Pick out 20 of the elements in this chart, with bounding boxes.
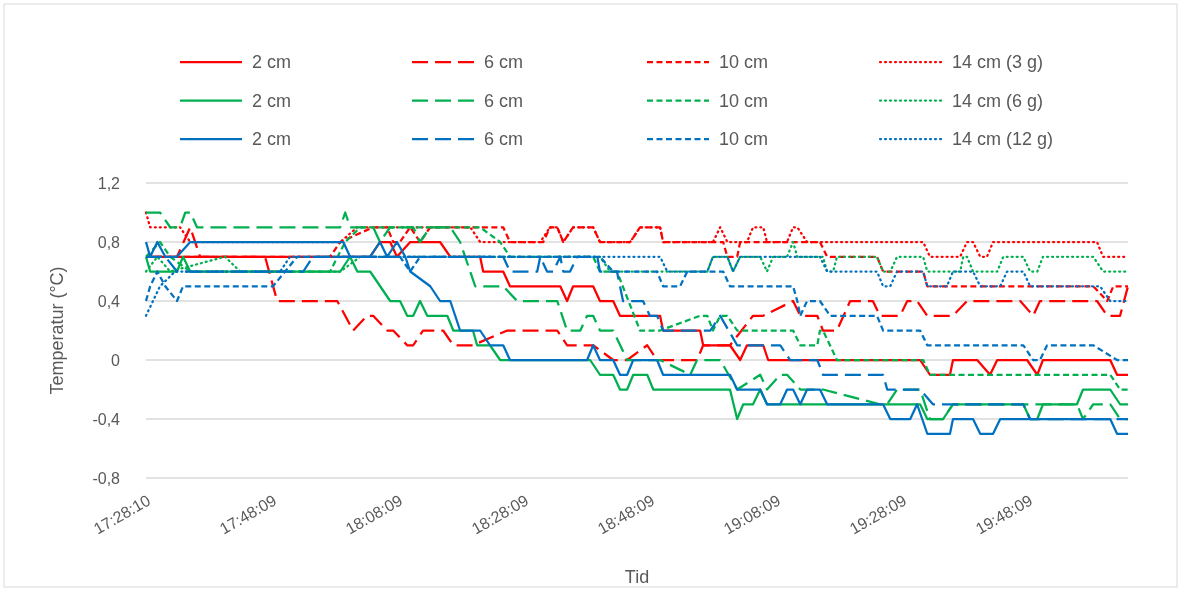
legend-label: 2 cm: [252, 52, 292, 73]
legend-label: 6 cm: [484, 52, 524, 73]
y-axis-title: Temperatur (°C): [47, 266, 67, 395]
legend-label: 14 cm (3 g): [952, 52, 1044, 73]
legend-label: 10 cm: [719, 52, 769, 73]
y-tick-label: 0: [111, 351, 121, 369]
y-tick-label: 0,4: [97, 292, 121, 310]
legend-label: 6 cm: [484, 129, 524, 150]
y-tick-label: 1,2: [97, 174, 121, 192]
legend-label: 14 cm (12 g): [952, 129, 1054, 150]
y-tick-label: -0,8: [92, 469, 121, 487]
y-tick-label: 0,8: [97, 233, 121, 251]
legend-label: 14 cm (6 g): [952, 90, 1044, 111]
legend-label: 2 cm: [252, 129, 292, 150]
y-tick-label: -0,4: [92, 410, 121, 428]
legend-label: 6 cm: [484, 90, 524, 111]
legend-label: 10 cm: [719, 129, 769, 150]
legend-label: 2 cm: [252, 90, 292, 111]
legend-label: 10 cm: [719, 90, 769, 111]
x-axis-title: Tid: [624, 567, 650, 587]
